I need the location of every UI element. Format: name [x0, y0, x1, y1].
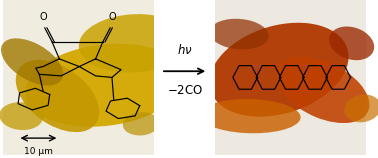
Ellipse shape [276, 57, 369, 123]
Ellipse shape [79, 14, 189, 73]
Ellipse shape [0, 102, 43, 130]
Ellipse shape [1, 38, 63, 85]
Text: O: O [39, 12, 47, 22]
Ellipse shape [329, 27, 374, 60]
Ellipse shape [344, 94, 378, 122]
Text: $h\nu$: $h\nu$ [177, 43, 192, 57]
Ellipse shape [209, 23, 349, 117]
Bar [3, 0, 154, 155]
Text: 10 μm: 10 μm [24, 147, 53, 156]
Ellipse shape [209, 19, 269, 49]
Ellipse shape [16, 60, 99, 132]
Ellipse shape [123, 112, 159, 135]
Ellipse shape [199, 99, 301, 133]
Text: $-2$CO: $-2$CO [167, 84, 203, 97]
Bar [154, 0, 215, 155]
Bar [215, 0, 366, 155]
Text: O: O [108, 12, 116, 22]
Ellipse shape [25, 44, 184, 127]
